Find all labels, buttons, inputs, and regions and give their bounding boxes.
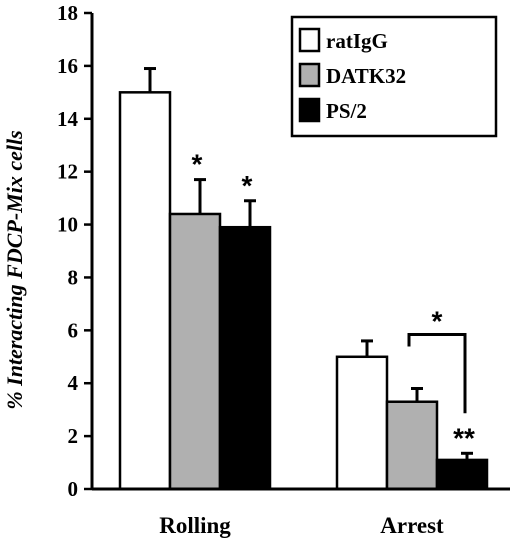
y-tick-label: 12 — [57, 160, 78, 184]
x-category-label: Rolling — [159, 513, 231, 538]
y-axis-label: % Interacting FDCP-Mix cells — [2, 130, 27, 409]
significance-star: * — [192, 149, 203, 180]
y-tick-label: 18 — [57, 1, 78, 25]
x-category-label: Arrest — [380, 513, 444, 538]
legend: ratIgG DATK32 PS/2 — [290, 15, 498, 138]
significance-star: * — [242, 170, 253, 201]
y-tick-label: 6 — [68, 318, 79, 342]
y-tick-label: 8 — [68, 265, 79, 289]
bar-rolling-ratigg — [118, 91, 172, 491]
bar-rolling-ps2 — [218, 225, 272, 491]
y-tick-label: 10 — [57, 213, 78, 237]
bar-arrest-ps2 — [435, 458, 489, 491]
y-tick-label: 14 — [57, 107, 79, 131]
legend-box — [290, 15, 498, 138]
y-tick-label: 16 — [57, 54, 78, 78]
legend-swatch-datk32 — [298, 62, 321, 88]
x-axis: Rolling Arrest — [92, 487, 510, 538]
bars — [118, 67, 489, 491]
legend-swatch-ratigg — [298, 27, 321, 53]
significance-star: ** — [453, 422, 475, 453]
significance-annotations: ***** — [192, 149, 475, 454]
significance-bracket — [407, 333, 467, 414]
legend-label: DATK32 — [326, 64, 406, 88]
y-tick-label: 4 — [68, 371, 79, 395]
bar-arrest-ratigg — [335, 355, 389, 491]
bar-arrest-datk32 — [385, 400, 439, 491]
y-tick-label: 2 — [68, 424, 79, 448]
legend-swatch-ps2 — [298, 97, 321, 123]
legend-label: PS/2 — [326, 99, 367, 123]
y-tick-label: 0 — [68, 477, 79, 501]
bar-rolling-datk32 — [168, 212, 222, 491]
legend-label: ratIgG — [326, 29, 388, 53]
significance-star: * — [432, 306, 443, 337]
y-axis: 0 2 4 6 8 10 12 14 16 18 — [57, 1, 94, 501]
